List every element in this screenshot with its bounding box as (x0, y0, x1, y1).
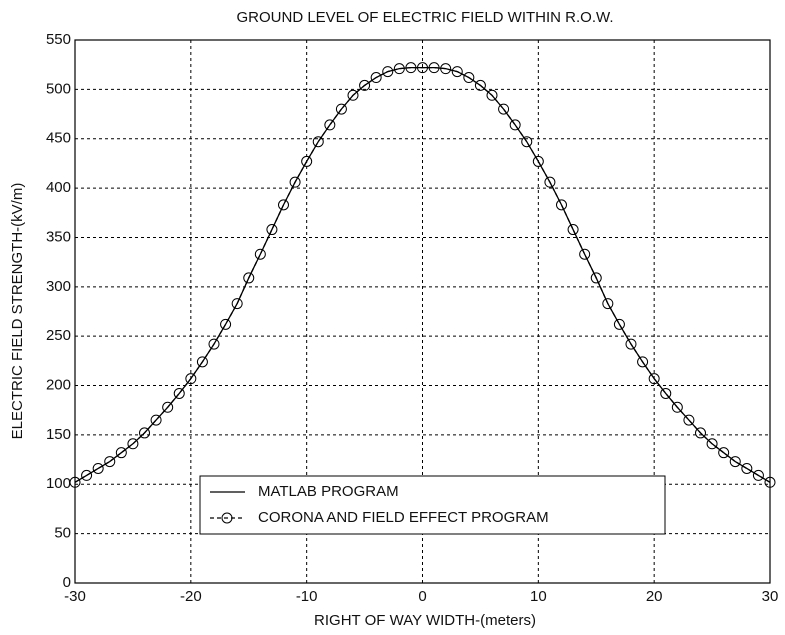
data-point (648, 373, 660, 385)
data-point (718, 447, 730, 459)
y-tick-label: 100 (46, 475, 71, 492)
y-axis-label: ELECTRIC FIELD STRENGTH-(kV/m) (9, 183, 26, 440)
data-point (382, 66, 394, 78)
data-point (370, 72, 382, 84)
data-point (405, 62, 417, 74)
y-tick-label: 50 (54, 525, 71, 542)
data-point (104, 456, 116, 468)
data-point (359, 79, 371, 91)
data-point (393, 63, 405, 75)
data-point (590, 272, 602, 284)
data-point (532, 155, 544, 167)
data-point (579, 248, 591, 260)
data-point (440, 63, 452, 75)
data-point (347, 89, 359, 101)
data-point (474, 79, 486, 91)
y-tick-label: 500 (46, 80, 71, 97)
x-tick-label: -30 (64, 588, 86, 605)
data-point (301, 155, 313, 167)
x-tick-label: 30 (762, 588, 779, 605)
legend-marker (221, 512, 233, 524)
x-tick-label: 20 (646, 588, 663, 605)
data-point (324, 119, 336, 131)
data-point (266, 224, 278, 236)
data-point (220, 318, 232, 330)
data-point (335, 103, 347, 115)
x-tick-label: -10 (296, 588, 318, 605)
x-tick-label: 10 (530, 588, 547, 605)
data-point (127, 438, 139, 450)
data-point (498, 103, 510, 115)
data-point (729, 456, 741, 468)
data-point (185, 373, 197, 385)
legend-box (199, 475, 666, 535)
x-tick-label: -20 (180, 588, 202, 605)
data-point (752, 469, 764, 481)
chart-title: GROUND LEVEL OF ELECTRIC FIELD WITHIN R.… (237, 9, 614, 26)
y-tick-label: 550 (46, 31, 71, 48)
data-point (254, 248, 266, 260)
data-point (428, 62, 440, 74)
data-point (625, 338, 637, 350)
data-point (81, 469, 93, 481)
legend-label: MATLAB PROGRAM (258, 483, 399, 500)
data-point (486, 89, 498, 101)
data-point (671, 401, 683, 413)
data-point (521, 136, 533, 148)
data-point (764, 476, 776, 488)
data-point (115, 447, 127, 459)
data-point (660, 387, 672, 399)
data-point (544, 176, 556, 188)
data-point (602, 298, 614, 310)
y-tick-label: 150 (46, 426, 71, 443)
data-point (509, 119, 521, 131)
plot-frame (74, 39, 771, 584)
data-point (463, 72, 475, 84)
x-axis-label: RIGHT OF WAY WIDTH-(meters) (314, 612, 536, 629)
data-point (196, 356, 208, 368)
data-point (139, 427, 150, 439)
data-point (556, 199, 567, 211)
legend-label: CORONA AND FIELD EFFECT PROGRAM (258, 509, 549, 526)
x-tick-label: 0 (418, 588, 426, 605)
data-point (567, 224, 579, 236)
y-tick-label: 350 (46, 228, 71, 245)
data-point (69, 476, 81, 488)
y-tick-label: 200 (46, 377, 71, 394)
data-point (417, 62, 428, 74)
data-point (208, 338, 220, 350)
data-point (162, 401, 174, 413)
data-point (312, 136, 324, 148)
data-point (243, 272, 255, 284)
data-point (92, 462, 104, 474)
data-point (451, 66, 463, 78)
data-point (150, 414, 162, 426)
data-point (683, 414, 695, 426)
y-tick-label: 0 (63, 574, 71, 591)
data-point (173, 387, 185, 399)
data-point (231, 298, 243, 310)
data-point (741, 462, 753, 474)
y-tick-label: 450 (46, 130, 71, 147)
y-tick-label: 400 (46, 179, 71, 196)
series-line (74, 66, 771, 483)
data-point (289, 176, 301, 188)
data-point (278, 199, 289, 211)
data-point (637, 356, 649, 368)
data-point (706, 438, 718, 450)
data-point (613, 318, 625, 330)
data-point (695, 427, 706, 439)
y-tick-label: 300 (46, 278, 71, 295)
y-tick-label: 250 (46, 327, 71, 344)
